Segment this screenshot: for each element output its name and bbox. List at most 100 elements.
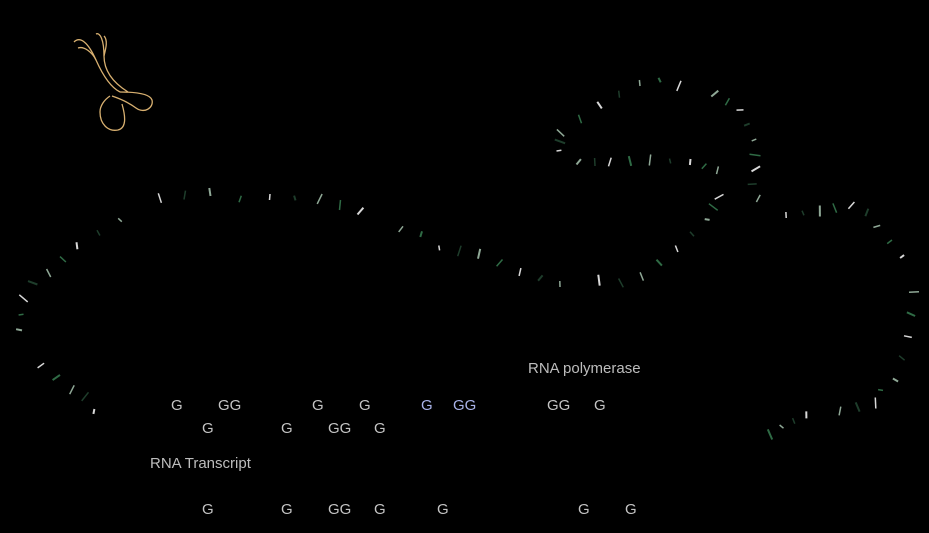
strand-tick [724,97,731,106]
strand-tick [556,128,565,137]
strand-tick [715,166,720,175]
strand-tick [438,245,441,251]
strand-tick [873,224,881,229]
strand-tick [537,274,544,282]
base-letter: G [312,397,324,414]
strand-tick [668,158,672,164]
strand-tick [238,195,243,203]
strand-tick [639,272,645,281]
strand-tick [906,311,916,317]
base-letter: G [625,501,637,518]
strand-tick [477,248,482,259]
strand-tick [676,80,682,92]
strand-tick [903,335,912,339]
base-letter: G [281,420,293,437]
strand-tick [18,294,29,303]
strand-tick [655,259,663,267]
strand-tick [596,101,603,109]
strand-tick [316,193,323,205]
strand-tick [157,193,163,204]
strand-tick [518,267,522,277]
rna-polymerase-label: RNA polymerase [528,360,641,377]
strand-tick [832,203,838,213]
strand-tick [183,190,187,200]
strand-tick [18,313,24,316]
strand-tick [27,280,38,286]
strand-tick [689,231,695,237]
strand-tick [356,207,365,216]
strand-tick [69,384,75,395]
strand-tick [704,218,710,221]
strand-tick [701,163,707,170]
base-letter: GG [547,397,571,414]
strand-tick [268,193,271,201]
strand-tick [766,429,774,440]
strand-tick [81,391,90,402]
strand-tick [456,245,462,257]
strand-tick [908,290,920,294]
base-letter: G [202,420,214,437]
strand-tick [886,239,893,245]
strand-tick [554,138,566,145]
strand-tick [45,268,52,278]
strand-tick [556,149,562,152]
strand-tick [208,187,212,197]
base-letter-highlighted: G [421,397,433,414]
strand-tick [638,79,641,87]
base-letter: G [359,397,371,414]
strand-tick [854,402,861,412]
strand-tick [597,274,601,286]
base-letter: G [437,501,449,518]
strand-tick [864,208,870,217]
base-letter: G [594,397,606,414]
strand-tick [92,408,96,415]
strand-tick [419,231,423,238]
strand-tick [37,362,45,369]
strand-tick [751,138,757,142]
strand-tick [743,122,751,127]
strand-tick [710,89,719,98]
strand-tick [674,245,679,253]
strand-tick [847,201,855,210]
strand-tick [874,397,877,409]
strand-tick [877,388,884,392]
base-letter: GG [218,397,242,414]
base-letter: G [578,501,590,518]
strand-tick [749,153,761,157]
base-letter-highlighted: GG [453,397,477,414]
strand-tick [838,406,842,416]
base-letter: G [374,501,386,518]
strand-tick [898,355,906,361]
strand-tick [657,77,662,83]
base-letter: GG [328,420,352,437]
strand-tick [714,193,724,200]
strand-tick [708,203,719,211]
strand-tick [52,374,61,381]
base-letter: G [171,397,183,414]
strand-tick [575,158,582,166]
strand-tick [750,165,761,173]
strand-tick [617,90,621,98]
base-letter: G [281,501,293,518]
strand-tick [607,157,612,167]
strand-tick [398,225,404,233]
chromosome-icon [73,33,153,131]
strand-tick [617,278,624,288]
rna-transcript-label: RNA Transcript [150,455,251,472]
strand-tick [779,424,784,429]
base-letter: GG [328,501,352,518]
strand-tick [59,256,67,263]
strand-tick [496,259,504,267]
strand-tick [892,377,899,383]
strand-tick [15,328,23,332]
strand-tick [75,242,79,250]
strand-tick [801,210,805,216]
strand-tick [791,417,796,424]
strand-tick [755,194,761,203]
strand-tick [899,254,905,259]
strand-tick [627,155,633,167]
strand-tick [117,217,123,223]
base-letter: G [374,420,386,437]
strand-tick [648,154,652,166]
